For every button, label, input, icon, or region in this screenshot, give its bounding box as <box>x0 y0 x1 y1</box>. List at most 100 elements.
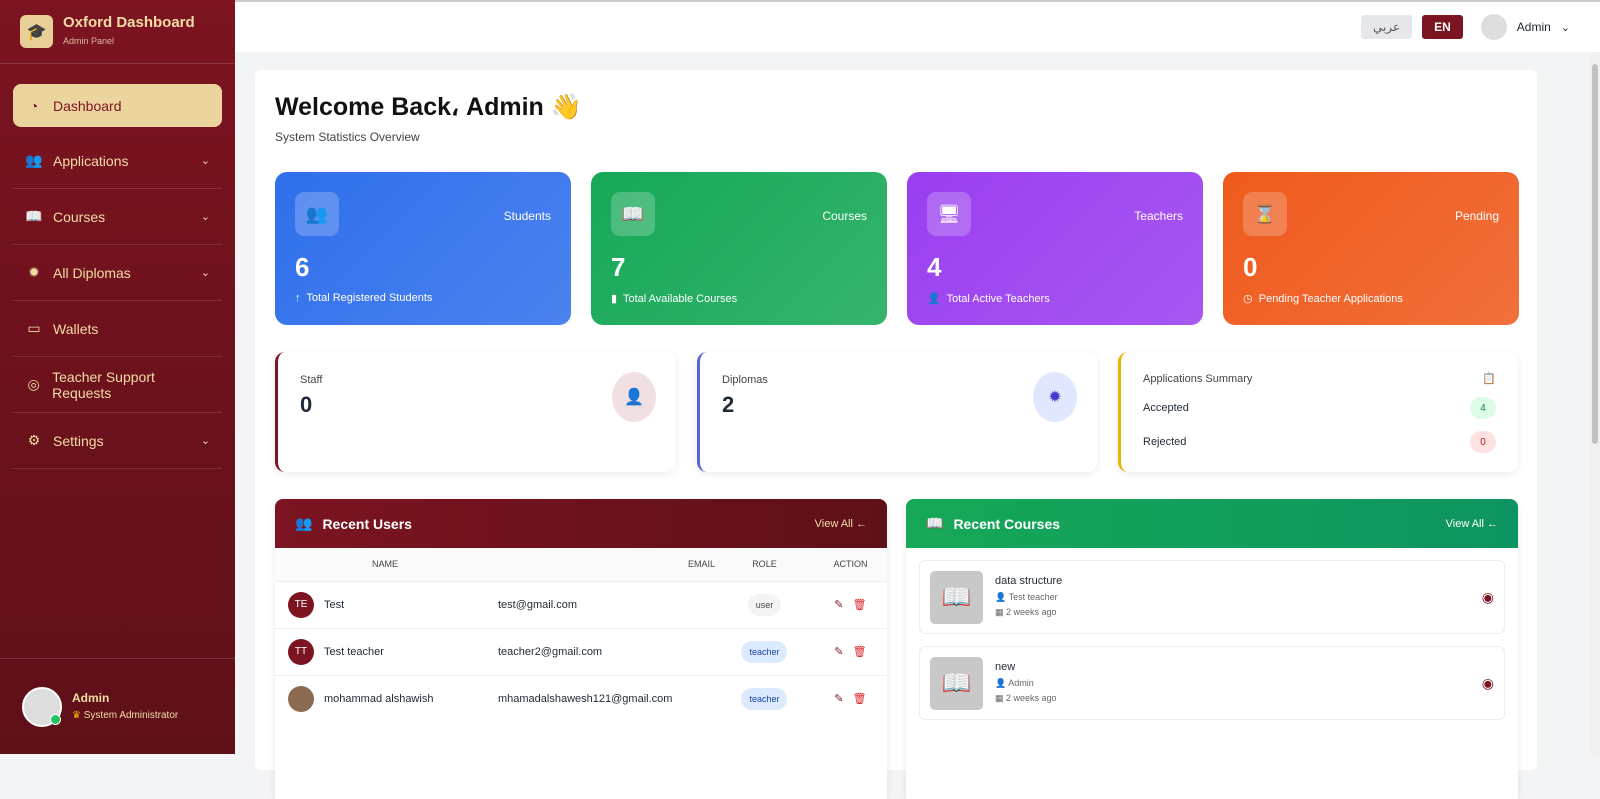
column-header: EMAIL <box>495 548 715 581</box>
user-role: ♛ System Administrator <box>72 710 178 721</box>
clipboard-icon: 📋 <box>1482 373 1496 385</box>
course-teacher-name: Test teacher <box>1008 591 1058 602</box>
chevron-down-icon: ⌄ <box>200 211 210 223</box>
course-teacher-name: Admin <box>1008 677 1034 688</box>
sidebar-item-wallets[interactable]: ▭ Wallets <box>13 301 222 357</box>
stat-icon: ⌛ <box>1243 192 1287 236</box>
user-name: Test <box>324 598 345 611</box>
stat-desc-text: Total Registered Students <box>306 292 433 304</box>
brand: 🎓 Oxford Dashboard Admin Panel <box>0 0 235 64</box>
stat-desc-text: Pending Teacher Applications <box>1258 293 1403 305</box>
scrollbar-thumb[interactable] <box>1592 64 1598 444</box>
sidebar-item-dashboard[interactable]: ◔ Dashboard <box>13 84 222 127</box>
book-icon: 📖 <box>25 208 43 224</box>
course-name: new <box>995 660 1016 673</box>
recent-courses-panel: 📖 Recent Courses View All ← 📖 data struct… <box>906 499 1518 799</box>
scrollbar[interactable] <box>1590 52 1600 754</box>
gauge-icon: ◔ <box>29 97 39 114</box>
stat-label: Students <box>503 209 551 223</box>
trash-icon[interactable]: 🗑 <box>852 646 867 658</box>
stat-card-pending: ⌛ Pending 0 ◷ Pending Teacher Applications <box>1223 172 1519 325</box>
stat-desc-icon: ▮ <box>611 293 618 305</box>
certificate-icon: ✹ <box>28 264 40 280</box>
stat-card-teachers: 🖥 Teachers 4 👤 Total Active Teachers <box>907 172 1203 325</box>
english-language-button[interactable]: EN <box>1422 15 1463 39</box>
sidebar-item-settings[interactable]: ⚙ Settings ⌄ <box>13 413 222 469</box>
stat-label: Teachers <box>1134 209 1183 223</box>
calendar-icon: ▦ <box>995 692 1004 703</box>
course-item[interactable]: 📖 new 👤 Admin ▦ 2 weeks ago ◉ <box>919 646 1505 720</box>
sidebar-item-applications[interactable]: 👥 Applications ⌄ <box>13 133 222 189</box>
stat-description: ◷ Pending Teacher Applications <box>1243 292 1403 305</box>
staff-value: 0 <box>300 392 313 417</box>
sidebar-item-label: Teacher Support Requests <box>52 368 155 401</box>
user-avatar: TT <box>288 638 314 665</box>
user-icon: 👤 <box>995 677 1007 688</box>
sidebar-user[interactable]: Admin ♛ System Administrator <box>0 658 235 754</box>
sidebar: 🎓 Oxford Dashboard Admin Panel ◔ Dashboard… <box>0 0 235 754</box>
topbar: عربي EN Admin ⌄ <box>235 0 1600 52</box>
recent-users-panel: 👥 Recent Users View All ← NAME EMAIL ROL… <box>275 499 887 799</box>
applications-summary-card: Applications Summary 📋 Accepted 4 Rejected… <box>1118 352 1518 472</box>
sidebar-item-courses[interactable]: 📖 Courses ⌄ <box>13 189 222 245</box>
stat-value: 4 <box>927 252 942 282</box>
course-item[interactable]: 📖 data structure 👤 Test teacher ▦ 2 weeks a… <box>919 560 1505 634</box>
user-icon: 👤 <box>995 591 1007 602</box>
recent-users-table: NAME EMAIL ROLE ACTION TE Test test@gmail.… <box>275 548 887 722</box>
stat-desc-icon: ◷ <box>1243 293 1253 305</box>
user-avatar[interactable] <box>1480 14 1507 40</box>
user-role-text: System Administrator <box>83 709 179 721</box>
edit-icon[interactable]: ✎ <box>834 693 844 706</box>
edit-icon[interactable]: ✎ <box>834 646 844 658</box>
arabic-language-button[interactable]: عربي <box>1360 15 1413 39</box>
applications-summary-title: Applications Summary <box>1143 372 1253 385</box>
stat-icon: 🖥 <box>927 192 971 236</box>
user-tie-icon: 👤 <box>612 372 656 422</box>
trash-icon[interactable]: 🗑 <box>852 599 867 611</box>
staff-card: Staff 0 👤 <box>275 352 676 472</box>
course-name: data structure <box>995 574 1063 587</box>
table-row: mohammad alshawish mhamadalshawesh121@gma… <box>275 674 887 722</box>
view-all-users-link[interactable]: View All ← <box>814 517 867 530</box>
sidebar-item-teacher-support-requests[interactable]: ◎ Teacher Support Requests <box>13 357 222 413</box>
brand-title: Oxford Dashboard <box>63 14 195 31</box>
accepted-label: Accepted <box>1143 402 1189 414</box>
course-teacher: 👤 Test teacher <box>995 590 1062 605</box>
stat-value: 7 <box>611 252 626 282</box>
course-time: ▦ 2 weeks ago <box>995 605 1062 620</box>
stat-description: 👤 Total Active Teachers <box>927 292 1050 305</box>
user-email: mhamadalshawesh121@gmail.com <box>495 674 715 722</box>
recent-users-title: Recent Users <box>322 515 412 532</box>
book-icon: 📖 <box>926 515 944 531</box>
user-menu[interactable]: Admin <box>1516 20 1551 34</box>
chevron-down-icon[interactable]: ⌄ <box>1560 21 1570 34</box>
chevron-down-icon: ⌄ <box>200 267 210 279</box>
wallet-icon: ▭ <box>27 320 41 336</box>
gear-icon: ⚙ <box>27 432 41 448</box>
stat-desc-icon: 👤 <box>927 293 941 305</box>
eye-icon[interactable]: ◉ <box>1481 588 1494 605</box>
page-title: Welcome Back، Admin 👋 <box>275 93 582 121</box>
edit-icon[interactable]: ✎ <box>834 599 844 611</box>
stat-label: Courses <box>822 209 867 223</box>
eye-icon[interactable]: ◉ <box>1481 674 1494 691</box>
role-badge: user <box>747 593 782 616</box>
sidebar-item-label: Dashboard <box>53 97 122 114</box>
table-row: TE Test test@gmail.com user ✎ 🗑 <box>275 580 887 628</box>
course-thumbnail: 📖 <box>930 570 983 624</box>
sidebar-item-label: All Diplomas <box>53 264 131 281</box>
staff-label: Staff <box>300 374 323 386</box>
stat-desc-icon: ↑ <box>295 292 301 304</box>
sidebar-item-all-diplomas[interactable]: ✹ All Diplomas ⌄ <box>13 245 222 301</box>
stat-value: 6 <box>295 252 310 282</box>
column-header: NAME <box>275 548 495 581</box>
trash-icon[interactable]: 🗑 <box>852 693 867 706</box>
stat-value: 0 <box>1243 252 1258 282</box>
page-subtitle: System Statistics Overview <box>275 130 420 144</box>
user-email: test@gmail.com <box>495 580 715 628</box>
diplomas-value: 2 <box>722 392 735 417</box>
course-time-text: 2 weeks ago <box>1006 606 1057 617</box>
view-all-courses-link[interactable]: View All ← <box>1445 517 1498 530</box>
user-name: mohammad alshawish <box>324 692 434 705</box>
diplomas-label: Diplomas <box>722 374 768 386</box>
